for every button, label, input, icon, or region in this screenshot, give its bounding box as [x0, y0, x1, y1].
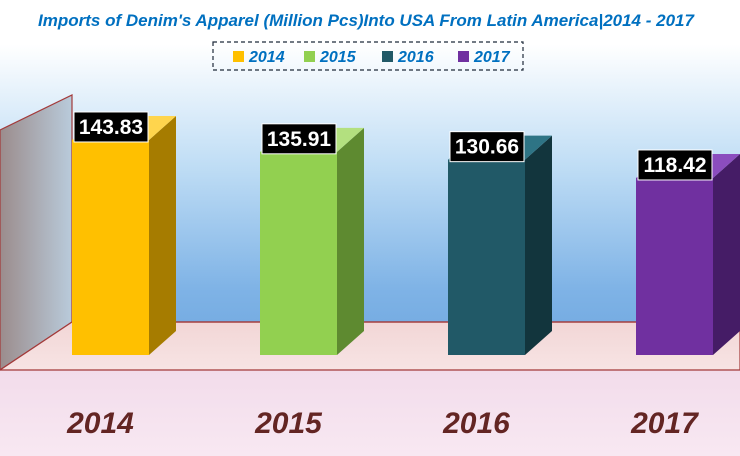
chart-floor	[0, 321, 740, 371]
legend-frame	[212, 41, 524, 71]
legend: 2014 2015 2016 2017	[212, 41, 524, 71]
bar-2015: 135.91	[260, 123, 364, 356]
category-label-2015: 2015	[254, 407, 323, 440]
bar-side-2016	[525, 135, 552, 355]
legend-swatch-2017	[458, 51, 469, 62]
value-label: 130.66	[455, 136, 519, 159]
category-labels: 2014 2015 2016 2017	[66, 407, 699, 440]
value-label-box	[73, 111, 149, 143]
legend-swatch-2014	[233, 51, 244, 62]
legend-label-2017: 2017	[473, 49, 511, 66]
bar-2017: 118.42	[636, 149, 740, 355]
bar-side-2014	[149, 115, 176, 355]
legend-swatch-2015	[304, 51, 315, 62]
value-label-box	[637, 149, 713, 181]
value-label-box	[449, 131, 525, 163]
value-label: 135.91	[267, 128, 332, 151]
bar-front-2014	[72, 139, 149, 355]
bar-2014: 143.83	[72, 111, 176, 355]
bar-front-2016	[448, 159, 525, 355]
legend-label-2016: 2016	[397, 49, 434, 66]
chart-title: Imports of Denim's Apparel (Million Pcs)…	[38, 11, 695, 30]
bar-side-2015	[337, 127, 364, 356]
category-band	[0, 370, 740, 456]
legend-label-2015: 2015	[319, 49, 357, 66]
bar-2016: 130.66	[448, 131, 552, 355]
bar-front-2015	[260, 151, 337, 355]
value-label: 118.42	[643, 154, 706, 177]
legend-swatch-2016	[382, 51, 393, 62]
category-label-2016: 2016	[442, 407, 510, 440]
value-label: 143.83	[79, 116, 143, 139]
value-label-box	[261, 123, 337, 155]
bar-series: 143.83 135.91 130.66 118.42	[72, 111, 740, 356]
bar-side-2017	[713, 153, 740, 355]
bar-front-2017	[636, 177, 713, 355]
category-label-2014: 2014	[66, 407, 134, 440]
legend-label-2014: 2014	[248, 49, 285, 66]
category-label-2017: 2017	[630, 407, 699, 440]
